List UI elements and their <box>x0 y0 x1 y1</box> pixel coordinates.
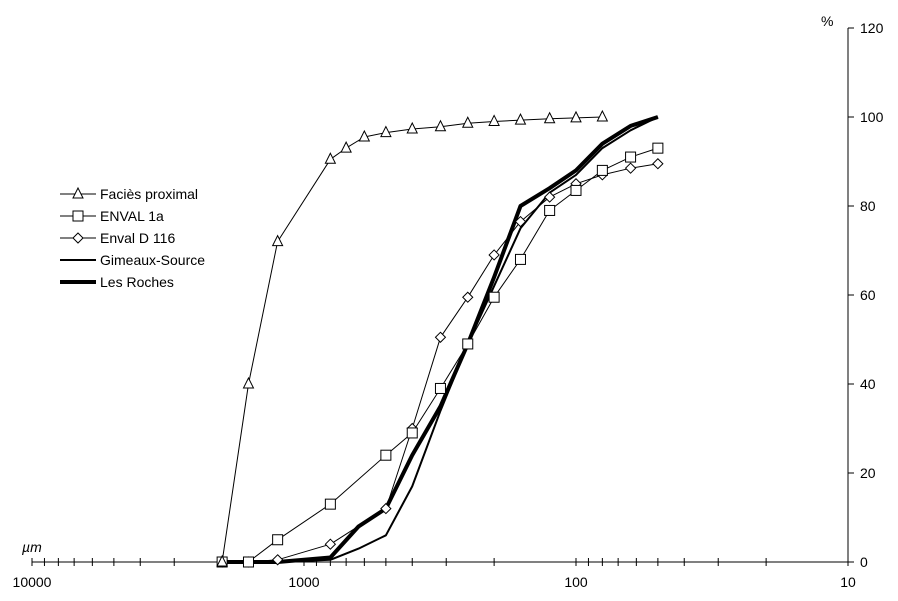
triangle-marker <box>380 125 392 138</box>
square-marker <box>544 204 556 216</box>
legend-label: Faciès proximal <box>100 186 198 202</box>
square-marker <box>625 151 637 163</box>
triangle-marker <box>461 116 474 128</box>
y-tick-label: 20 <box>860 465 876 481</box>
diamond-marker <box>543 191 556 203</box>
square-marker <box>380 449 392 461</box>
diamond-marker <box>380 502 392 515</box>
triangle-marker <box>340 141 352 153</box>
diamond-marker <box>462 291 474 303</box>
triangle-marker <box>543 111 556 124</box>
square-marker <box>596 164 608 176</box>
square-marker <box>272 534 284 546</box>
legend-label: Les Roches <box>100 274 174 290</box>
square-marker <box>488 291 500 303</box>
y-tick-label: 120 <box>860 20 884 36</box>
square-marker <box>434 382 446 394</box>
triangle-marker <box>216 554 228 567</box>
x-tick-label: 1000 <box>288 574 319 590</box>
triangle-marker <box>406 121 419 134</box>
diamond-marker <box>434 331 447 343</box>
legend-item: Faciès proximal <box>60 186 198 202</box>
square-marker <box>652 142 664 154</box>
y-tick-label: 0 <box>860 554 868 570</box>
x-unit-label: µm <box>22 539 42 555</box>
legend-item: ENVAL 1a <box>60 208 164 224</box>
y-tick-label: 60 <box>860 287 876 303</box>
square-marker <box>570 184 582 196</box>
legend-item: Gimeaux-Source <box>60 252 205 268</box>
triangle-marker <box>72 186 84 199</box>
series-layer <box>216 109 664 568</box>
series-1 <box>216 142 664 568</box>
triangle-marker <box>596 109 609 122</box>
diamond-marker <box>624 162 637 174</box>
legend-label: ENVAL 1a <box>100 208 164 224</box>
legend-label: Enval D 116 <box>100 230 175 246</box>
x-tick-label: 100 <box>564 574 588 590</box>
series-line <box>221 116 603 563</box>
x-ticks: 10000 1000 100 10 <box>13 558 856 590</box>
diamond-marker <box>514 215 527 228</box>
series-0 <box>216 109 609 567</box>
x-tick-label: 10 <box>840 574 856 590</box>
y-unit-label: % <box>821 13 833 29</box>
triangle-marker <box>434 119 447 132</box>
triangle-marker <box>324 152 337 164</box>
diamond-marker <box>72 232 84 244</box>
legend: Faciès proximal ENVAL 1a Enval D 116 Gimeau… <box>60 186 205 290</box>
y-tick-label: 40 <box>860 376 876 392</box>
series-line <box>222 147 659 563</box>
triangle-marker <box>514 112 527 125</box>
triangle-marker <box>242 376 255 389</box>
legend-label: Gimeaux-Source <box>100 252 205 268</box>
square-marker <box>514 253 526 265</box>
axes-layer: 10000 1000 100 10 0 20 40 60 80 100 120 µm % <box>13 13 884 590</box>
square-marker <box>462 338 474 350</box>
triangle-marker <box>358 129 371 142</box>
square-marker <box>324 498 336 510</box>
square-marker <box>72 210 84 222</box>
legend-item: Les Roches <box>60 274 174 290</box>
diamond-marker <box>652 158 664 170</box>
square-marker <box>406 427 418 439</box>
series-2 <box>216 158 664 568</box>
diamond-marker <box>271 554 284 566</box>
y-tick-label: 80 <box>860 198 876 214</box>
triangle-marker <box>271 234 284 247</box>
square-marker <box>242 556 254 568</box>
y-ticks: 0 20 40 60 80 100 120 <box>848 20 884 570</box>
diamond-marker <box>324 538 337 550</box>
x-tick-label: 10000 <box>13 574 52 590</box>
triangle-marker <box>488 114 500 126</box>
y-tick-label: 100 <box>860 109 884 125</box>
series-line <box>222 163 658 563</box>
legend-item: Enval D 116 <box>60 230 175 246</box>
triangle-marker <box>570 110 582 123</box>
diamond-marker <box>488 249 500 261</box>
